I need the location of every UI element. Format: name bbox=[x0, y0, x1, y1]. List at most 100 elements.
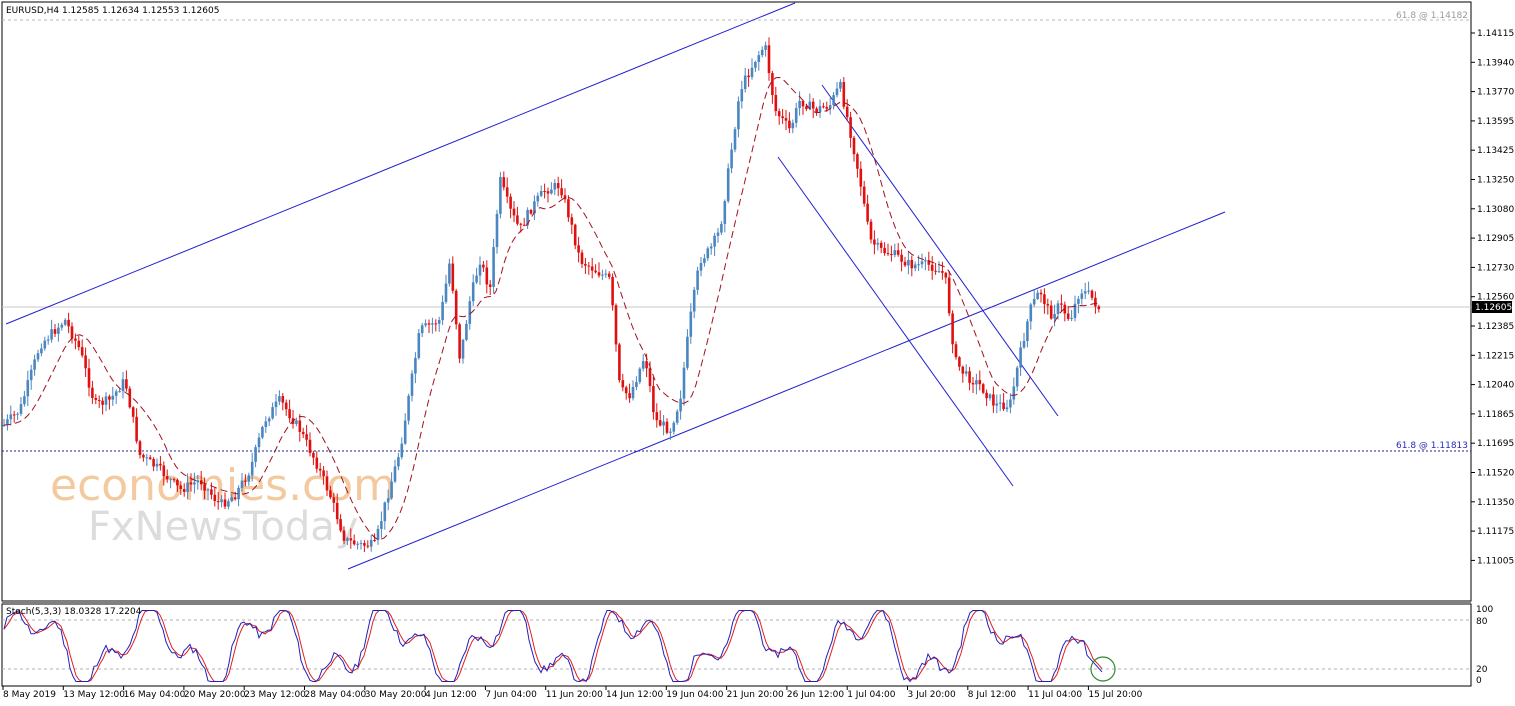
stoch-signal-line bbox=[3, 610, 1103, 682]
candle-body bbox=[312, 452, 315, 458]
candle-body bbox=[675, 411, 679, 423]
candle-body bbox=[1094, 297, 1097, 307]
time-tick-label: 11 Jul 04:00 bbox=[1028, 690, 1082, 700]
candle-body bbox=[1012, 386, 1016, 400]
time-tick-label: 1 Jul 04:00 bbox=[847, 690, 896, 700]
fib-lower-label: 61.8 @ 1.11813 bbox=[1396, 441, 1468, 451]
candle-body bbox=[57, 327, 60, 334]
candle-body bbox=[9, 414, 13, 420]
stoch-axis: 100 80 20 0 bbox=[1476, 605, 1493, 686]
candle-body bbox=[655, 412, 659, 421]
candle-body bbox=[369, 540, 373, 547]
candle-body bbox=[954, 344, 958, 358]
candle-body bbox=[417, 333, 421, 358]
candle-body bbox=[315, 457, 319, 469]
price-tick-label: 1.13595 bbox=[1477, 117, 1514, 127]
candle-body bbox=[689, 311, 693, 337]
candle-body bbox=[111, 395, 115, 400]
candle-body bbox=[284, 402, 288, 410]
candle-body bbox=[883, 247, 886, 254]
rising-channel-lower[interactable] bbox=[347, 211, 1226, 570]
candle-body bbox=[77, 340, 81, 348]
candle-body bbox=[397, 457, 400, 467]
candle-body bbox=[376, 528, 380, 541]
candle-body bbox=[271, 407, 274, 419]
candle-body bbox=[570, 217, 574, 225]
candle-body bbox=[254, 447, 257, 462]
candle-body bbox=[172, 479, 176, 481]
candle-body bbox=[274, 401, 278, 408]
candle-body bbox=[754, 61, 757, 68]
candle-body bbox=[794, 108, 798, 123]
candle-body bbox=[648, 368, 652, 387]
candle-body bbox=[322, 470, 325, 477]
candle-body bbox=[335, 502, 339, 520]
stoch-main-line bbox=[3, 609, 1103, 683]
candle-body bbox=[601, 274, 604, 276]
candle-body bbox=[414, 357, 417, 374]
candle-body bbox=[80, 347, 84, 356]
candle-body bbox=[142, 454, 145, 458]
candle-body bbox=[781, 116, 784, 119]
candle-body bbox=[244, 480, 247, 482]
price-axis[interactable]: 1.14115 1.13940 1.13770 1.13595 1.13425 1.132… bbox=[1471, 29, 1514, 566]
candle-body bbox=[519, 223, 523, 225]
price-tick-label: 1.11350 bbox=[1477, 498, 1514, 508]
candle-body bbox=[597, 272, 601, 276]
candle-body bbox=[1077, 298, 1080, 304]
candle-body bbox=[662, 421, 665, 426]
candle-body bbox=[825, 107, 829, 109]
candle-body bbox=[264, 421, 268, 427]
falling-channel-upper[interactable] bbox=[821, 84, 1059, 417]
candle-body bbox=[125, 379, 128, 389]
candle-body bbox=[811, 101, 815, 109]
candle-body bbox=[801, 100, 805, 107]
candle-body bbox=[856, 154, 859, 169]
candle-body bbox=[590, 266, 594, 271]
candle-body bbox=[941, 271, 944, 273]
candle-body bbox=[1022, 341, 1026, 348]
price-tick-label: 1.12040 bbox=[1477, 381, 1514, 391]
candle-body bbox=[835, 88, 839, 96]
candle-body bbox=[1080, 293, 1084, 299]
candle-body bbox=[383, 502, 387, 522]
time-tick-label: 26 Jun 12:00 bbox=[787, 690, 844, 700]
trend-channels[interactable] bbox=[5, 2, 1226, 570]
time-tick-label: 7 Jun 04:00 bbox=[485, 690, 537, 700]
candle-body bbox=[1073, 303, 1077, 318]
main-chart-panel[interactable] bbox=[1, 1, 1472, 602]
candle-body bbox=[210, 489, 213, 495]
candle-body bbox=[162, 465, 166, 477]
candle-body bbox=[988, 394, 992, 399]
candle-body bbox=[441, 301, 444, 321]
candle-body bbox=[696, 270, 699, 290]
rising-channel-upper[interactable] bbox=[5, 2, 796, 325]
candle-body bbox=[495, 213, 499, 248]
candle-body bbox=[373, 540, 376, 542]
candle-body bbox=[995, 403, 999, 406]
candle-body bbox=[927, 260, 931, 265]
candle-body bbox=[985, 392, 988, 399]
oversold-highlight-circle bbox=[1090, 656, 1116, 682]
candle-body bbox=[730, 149, 733, 169]
candle-body bbox=[43, 340, 47, 349]
candle-body bbox=[318, 468, 322, 471]
candle-body bbox=[822, 106, 825, 108]
stoch-panel[interactable] bbox=[1, 603, 1472, 687]
candle-body bbox=[465, 323, 468, 340]
candle-body bbox=[672, 422, 676, 432]
time-tick-label: 13 May 12:00 bbox=[63, 690, 125, 700]
candle-body bbox=[641, 361, 645, 369]
candle-body bbox=[261, 426, 264, 438]
candle-body bbox=[764, 45, 767, 50]
candle-body bbox=[94, 397, 98, 400]
candle-body bbox=[36, 353, 40, 360]
candle-body bbox=[359, 543, 363, 545]
candle-body bbox=[410, 373, 414, 396]
falling-channel-lower[interactable] bbox=[777, 156, 1014, 487]
candle-body bbox=[573, 224, 577, 246]
candle-body bbox=[278, 396, 281, 402]
candle-body bbox=[716, 232, 720, 236]
